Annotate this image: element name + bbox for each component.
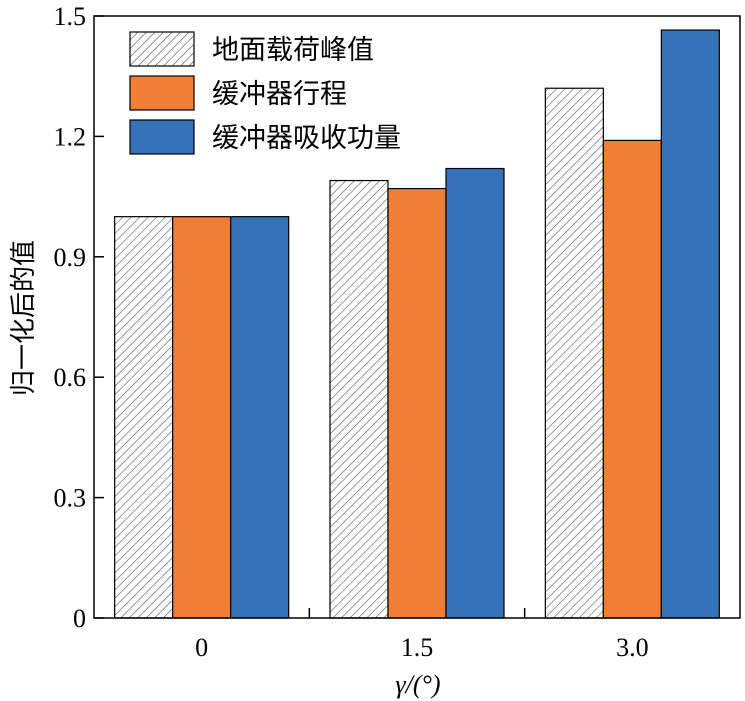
y-tick-label: 0.3	[54, 484, 87, 513]
bar-2-0	[172, 216, 232, 619]
bar-2-1.5	[387, 187, 447, 619]
x-axis-title: γ/(°)	[395, 670, 440, 699]
y-tick-label: 1.5	[54, 2, 87, 31]
y-tick-label: 0.6	[54, 363, 87, 392]
bar-1-3.0	[544, 87, 604, 619]
x-tick-label: 0	[195, 633, 208, 662]
bar-3-1.5	[445, 167, 505, 619]
legend-label-2: 缓冲器行程	[212, 79, 347, 110]
legend-swatch-2	[129, 75, 195, 111]
bars-layer	[114, 29, 720, 619]
bar-2-3.0	[602, 139, 662, 619]
bar-1-1.5	[329, 179, 389, 619]
y-axis-title: 归一化后的值	[9, 240, 39, 396]
axes-layer: 0 0.3 0.6 0.9 1.2 1.5 0 1.5 3.0	[54, 2, 741, 662]
legend-swatch-3	[129, 119, 195, 155]
x-tick-label: 1.5	[401, 633, 434, 662]
plot-frame	[93, 15, 741, 619]
bar-3-3.0	[660, 29, 720, 619]
bar-1-0	[114, 216, 174, 619]
legend-label-1: 地面载荷峰值	[212, 35, 374, 66]
x-tick-label: 3.0	[616, 633, 649, 662]
y-tick-label: 0	[73, 604, 86, 633]
legend-swatch-1	[129, 31, 195, 67]
legend-label-3: 缓冲器吸收功量	[212, 123, 401, 154]
y-tick-label: 1.2	[54, 122, 87, 151]
bar-3-0	[230, 216, 290, 619]
y-tick-label: 0.9	[54, 243, 87, 272]
